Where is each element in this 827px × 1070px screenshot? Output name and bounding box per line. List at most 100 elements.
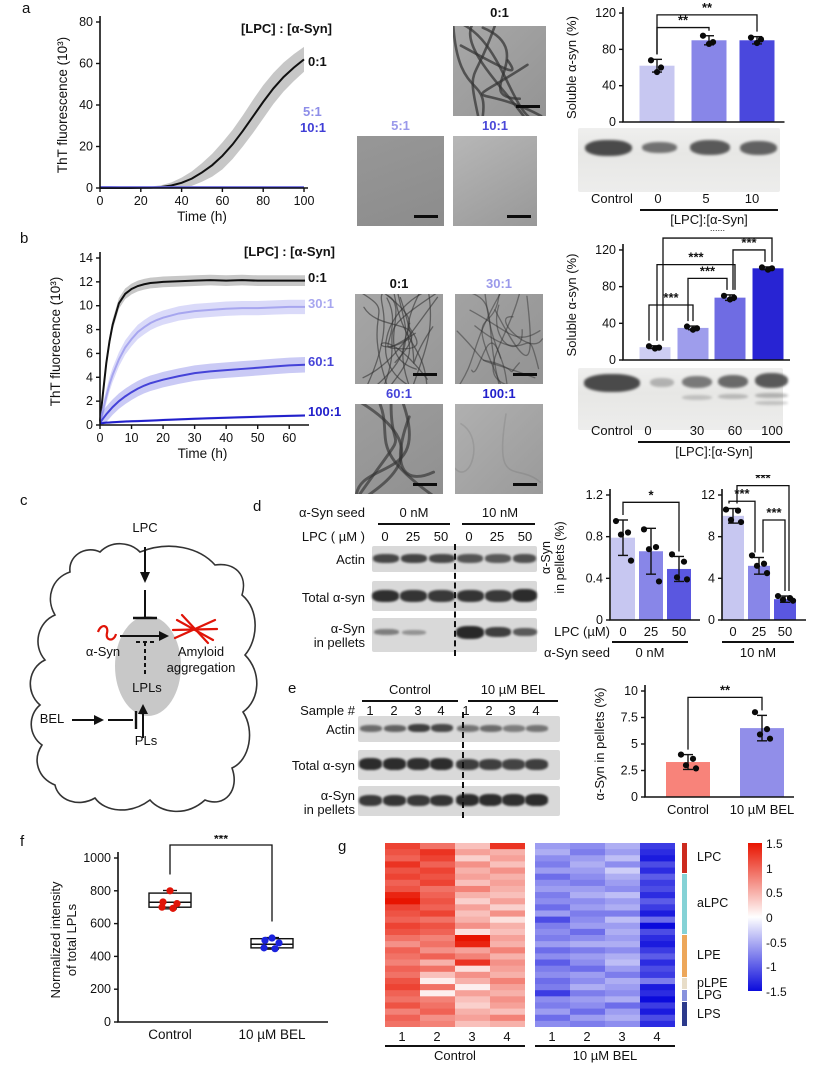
blot-dose-label: 50 bbox=[517, 529, 533, 544]
em-label-b-100: 100:1 bbox=[482, 386, 516, 401]
heatmap-cell bbox=[605, 904, 640, 911]
error-band bbox=[100, 299, 305, 425]
heatmap-cell bbox=[570, 1020, 605, 1027]
data-point bbox=[261, 936, 269, 944]
panel-label-b: b bbox=[20, 230, 29, 247]
em-image-b-30-1 bbox=[455, 294, 543, 384]
heatmap-group-line bbox=[535, 1045, 675, 1047]
scale-bar bbox=[413, 483, 437, 486]
em-label-b-60: 60:1 bbox=[385, 386, 413, 401]
fibril-art bbox=[455, 413, 542, 484]
heatmap-cell bbox=[420, 910, 455, 917]
svg-text:[LPC] : [α-Syn]: [LPC] : [α-Syn] bbox=[244, 244, 335, 259]
alpha-syn-monomer-icon bbox=[96, 625, 118, 641]
heatmap-cell bbox=[420, 855, 455, 862]
colorbar-tick: -1 bbox=[766, 960, 777, 975]
svg-text:800: 800 bbox=[90, 884, 111, 898]
diagram-label-amyloid-2: aggregation bbox=[166, 660, 236, 675]
heatmap-cell bbox=[570, 947, 605, 954]
svg-text:80: 80 bbox=[79, 15, 93, 29]
data-point bbox=[774, 592, 782, 600]
heatmap-cell bbox=[640, 984, 675, 991]
data-point bbox=[260, 944, 268, 952]
svg-text:12: 12 bbox=[79, 275, 93, 289]
axis-dose: 0 bbox=[619, 624, 627, 639]
heatmap-cell bbox=[640, 916, 675, 924]
heatmap-cell bbox=[385, 855, 420, 862]
amyloid-fibril-cross-icon bbox=[171, 613, 219, 645]
svg-text:80: 80 bbox=[256, 194, 270, 208]
gel-band bbox=[690, 140, 730, 155]
diagram-label-bel: BEL bbox=[39, 711, 65, 726]
data-point bbox=[747, 34, 755, 41]
heatmap-cell bbox=[490, 867, 525, 875]
scale-bar bbox=[507, 215, 531, 218]
heatmap-cell bbox=[640, 965, 675, 973]
gel-image-a bbox=[578, 128, 780, 192]
data-point bbox=[689, 755, 697, 762]
data-point bbox=[653, 68, 661, 76]
heatmap-cell bbox=[570, 904, 605, 911]
gel-band bbox=[755, 401, 788, 405]
heatmap-cell bbox=[535, 843, 570, 850]
heatmap-cell bbox=[605, 1014, 640, 1022]
heatmap-cell bbox=[385, 1008, 420, 1016]
heatmap-cell bbox=[420, 959, 455, 967]
heatmap-cell bbox=[385, 904, 420, 911]
heatmap-cell bbox=[535, 861, 570, 868]
bar bbox=[774, 599, 796, 620]
heatmap-cell bbox=[640, 953, 675, 960]
heatmap-cell bbox=[490, 977, 525, 985]
heatmap-cell bbox=[570, 977, 605, 985]
svg-text:5:1: 5:1 bbox=[303, 104, 322, 119]
svg-text:200: 200 bbox=[90, 982, 111, 996]
heatmap-cell bbox=[420, 953, 455, 960]
series-line bbox=[99, 279, 305, 422]
heatmap-cell bbox=[570, 879, 605, 887]
heatmap-cell bbox=[605, 898, 640, 905]
data-point bbox=[647, 57, 655, 64]
blot-dose-label: 25 bbox=[405, 529, 421, 544]
sample-num: 4 bbox=[532, 703, 540, 718]
fibril-art bbox=[362, 294, 439, 384]
gel-band bbox=[718, 375, 748, 388]
heatmap-cell bbox=[535, 849, 570, 856]
heatmap-cell bbox=[420, 879, 455, 887]
heatmap-cell bbox=[535, 922, 570, 930]
heatmap-cell bbox=[570, 861, 605, 868]
heatmap-cell bbox=[640, 996, 675, 1003]
heatmap-cell bbox=[455, 1008, 490, 1016]
data-point bbox=[683, 576, 691, 583]
row-group-bar-LPS bbox=[682, 1002, 687, 1026]
bar bbox=[639, 347, 671, 360]
heatmap-cell bbox=[455, 965, 490, 973]
bar bbox=[748, 565, 770, 620]
svg-text:Time (h): Time (h) bbox=[177, 209, 227, 224]
sig-bracket bbox=[728, 500, 756, 553]
heatmap-cell bbox=[455, 867, 490, 875]
svg-text:0: 0 bbox=[596, 613, 603, 627]
gel-lane-label: 0 bbox=[644, 423, 652, 438]
em-label-b-30: 30:1 bbox=[485, 276, 513, 291]
svg-text:14: 14 bbox=[79, 251, 93, 265]
gel-band bbox=[718, 394, 748, 399]
svg-text:0: 0 bbox=[609, 353, 616, 367]
blot-divider-e bbox=[462, 712, 464, 818]
row-group-label-LPC: LPC bbox=[697, 850, 722, 865]
gel-band bbox=[584, 374, 640, 392]
soluble-asyn-bar-chart-a: 0 40 80 120 Soluble α-syn (%) ** ** bbox=[564, 0, 785, 129]
heatmap-cell bbox=[640, 1014, 675, 1022]
svg-text:1000: 1000 bbox=[83, 851, 111, 865]
heatmap-cell bbox=[605, 1002, 640, 1009]
bar bbox=[752, 268, 784, 360]
heatmap-cell bbox=[420, 941, 455, 948]
heatmap-cell bbox=[455, 959, 490, 967]
heatmap-cell bbox=[570, 885, 605, 893]
heatmap-cell bbox=[570, 953, 605, 960]
sig-bracket bbox=[687, 277, 728, 322]
bar bbox=[691, 40, 727, 122]
data-point bbox=[753, 562, 761, 569]
gel-band bbox=[682, 376, 712, 388]
svg-text:80: 80 bbox=[602, 42, 616, 56]
